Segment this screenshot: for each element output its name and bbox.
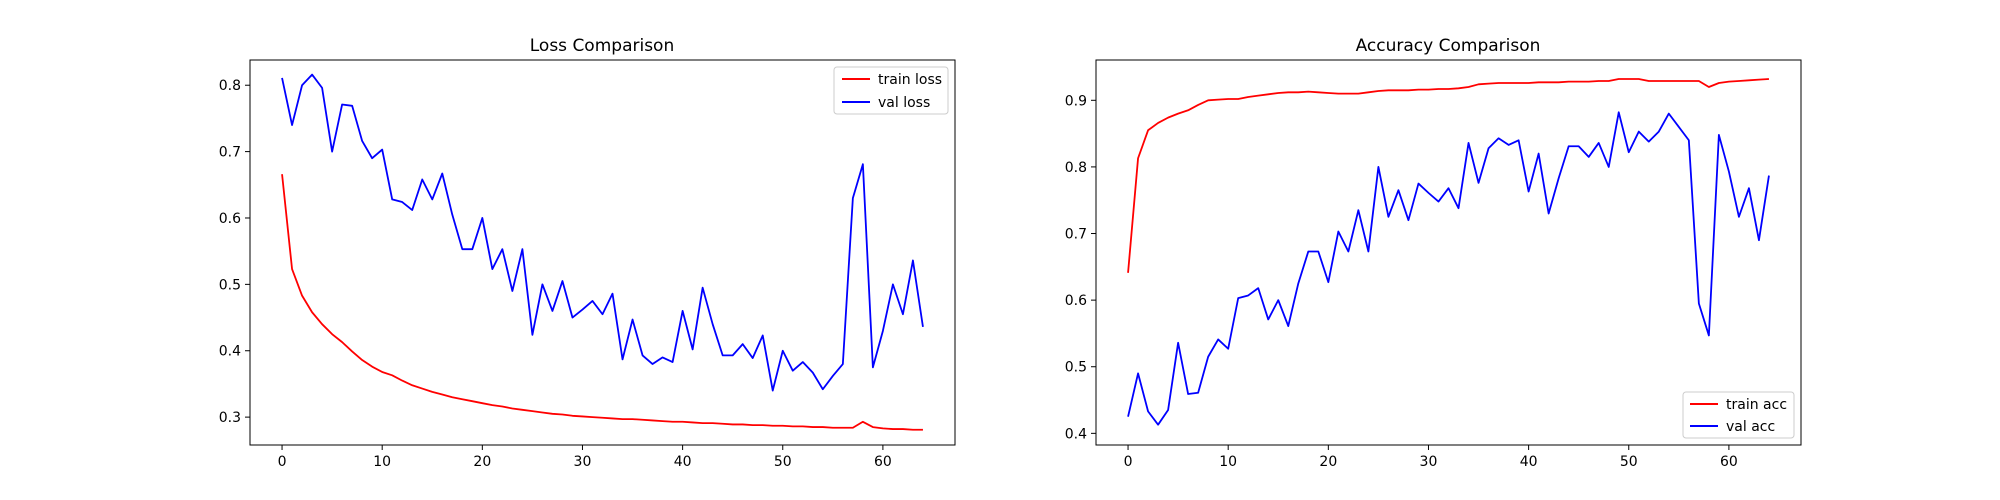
x-tick-label: 30 [574, 454, 592, 470]
y-tick-label: 0.8 [1065, 160, 1087, 176]
chart-title: Loss Comparison [530, 36, 674, 56]
ticks-layer: 0 10 20 30 40 50 60 0.3 0.4 0.5 0.6 0.7 0.8 [219, 78, 892, 470]
x-tick-label: 60 [874, 454, 892, 470]
legend-label-train-loss: train loss [878, 72, 942, 88]
x-tick-label: 0 [1124, 454, 1133, 470]
y-tick-label: 0.4 [219, 344, 241, 360]
accuracy-comparison-chart: Accuracy Comparison 0 10 20 30 40 50 600.40.50… [1065, 36, 1802, 470]
y-tick-label: 0.4 [1065, 426, 1087, 442]
series-line-train-loss [281, 174, 923, 431]
x-tick-label: 60 [1720, 454, 1738, 470]
y-tick-label: 0.7 [1065, 227, 1087, 243]
y-tick-label: 0.9 [1065, 93, 1087, 109]
series-line-val-acc [1127, 111, 1770, 426]
y-tick-label: 0.6 [219, 211, 241, 227]
series-layer [1127, 78, 1770, 426]
x-tick-label: 10 [1219, 454, 1237, 470]
x-tick-label: 50 [1620, 454, 1638, 470]
x-tick-label: 10 [373, 454, 391, 470]
legend: train acc val acc [1682, 391, 1795, 439]
series-line-train-acc [1127, 78, 1770, 273]
x-tick-label: 30 [1420, 454, 1438, 470]
legend: train loss val loss [833, 66, 949, 115]
legend-label-train-acc: train acc [1726, 397, 1787, 413]
x-tick-label: 0 [278, 454, 287, 470]
x-tick-label: 40 [674, 454, 692, 470]
chart-title: Accuracy Comparison [1356, 36, 1541, 56]
y-tick-label: 0.8 [219, 78, 241, 94]
x-tick-label: 50 [774, 454, 792, 470]
series-layer [281, 73, 924, 431]
y-tick-label: 0.6 [1065, 293, 1087, 309]
y-tick-label: 0.3 [219, 410, 241, 426]
series-line-val-loss [281, 73, 924, 392]
loss-comparison-chart: Loss Comparison 0 10 20 30 40 50 60 0.3 0.4 0.5 0.… [219, 36, 956, 470]
y-tick-label: 0.5 [219, 277, 241, 293]
legend-label-val-loss: val loss [878, 95, 930, 111]
legend-label-val-acc: val acc [1726, 419, 1775, 435]
x-tick-label: 20 [1319, 454, 1337, 470]
axes-frame [1095, 59, 1802, 446]
x-tick-label: 20 [473, 454, 491, 470]
axes-frame [249, 59, 956, 446]
y-tick-label: 0.5 [1065, 360, 1087, 376]
x-tick-label: 40 [1520, 454, 1538, 470]
ticks-layer: 0 10 20 30 40 50 60 0.4 0.5 0.6 0.7 0.8 0.9 [1065, 93, 1738, 470]
y-tick-label: 0.7 [219, 145, 241, 161]
